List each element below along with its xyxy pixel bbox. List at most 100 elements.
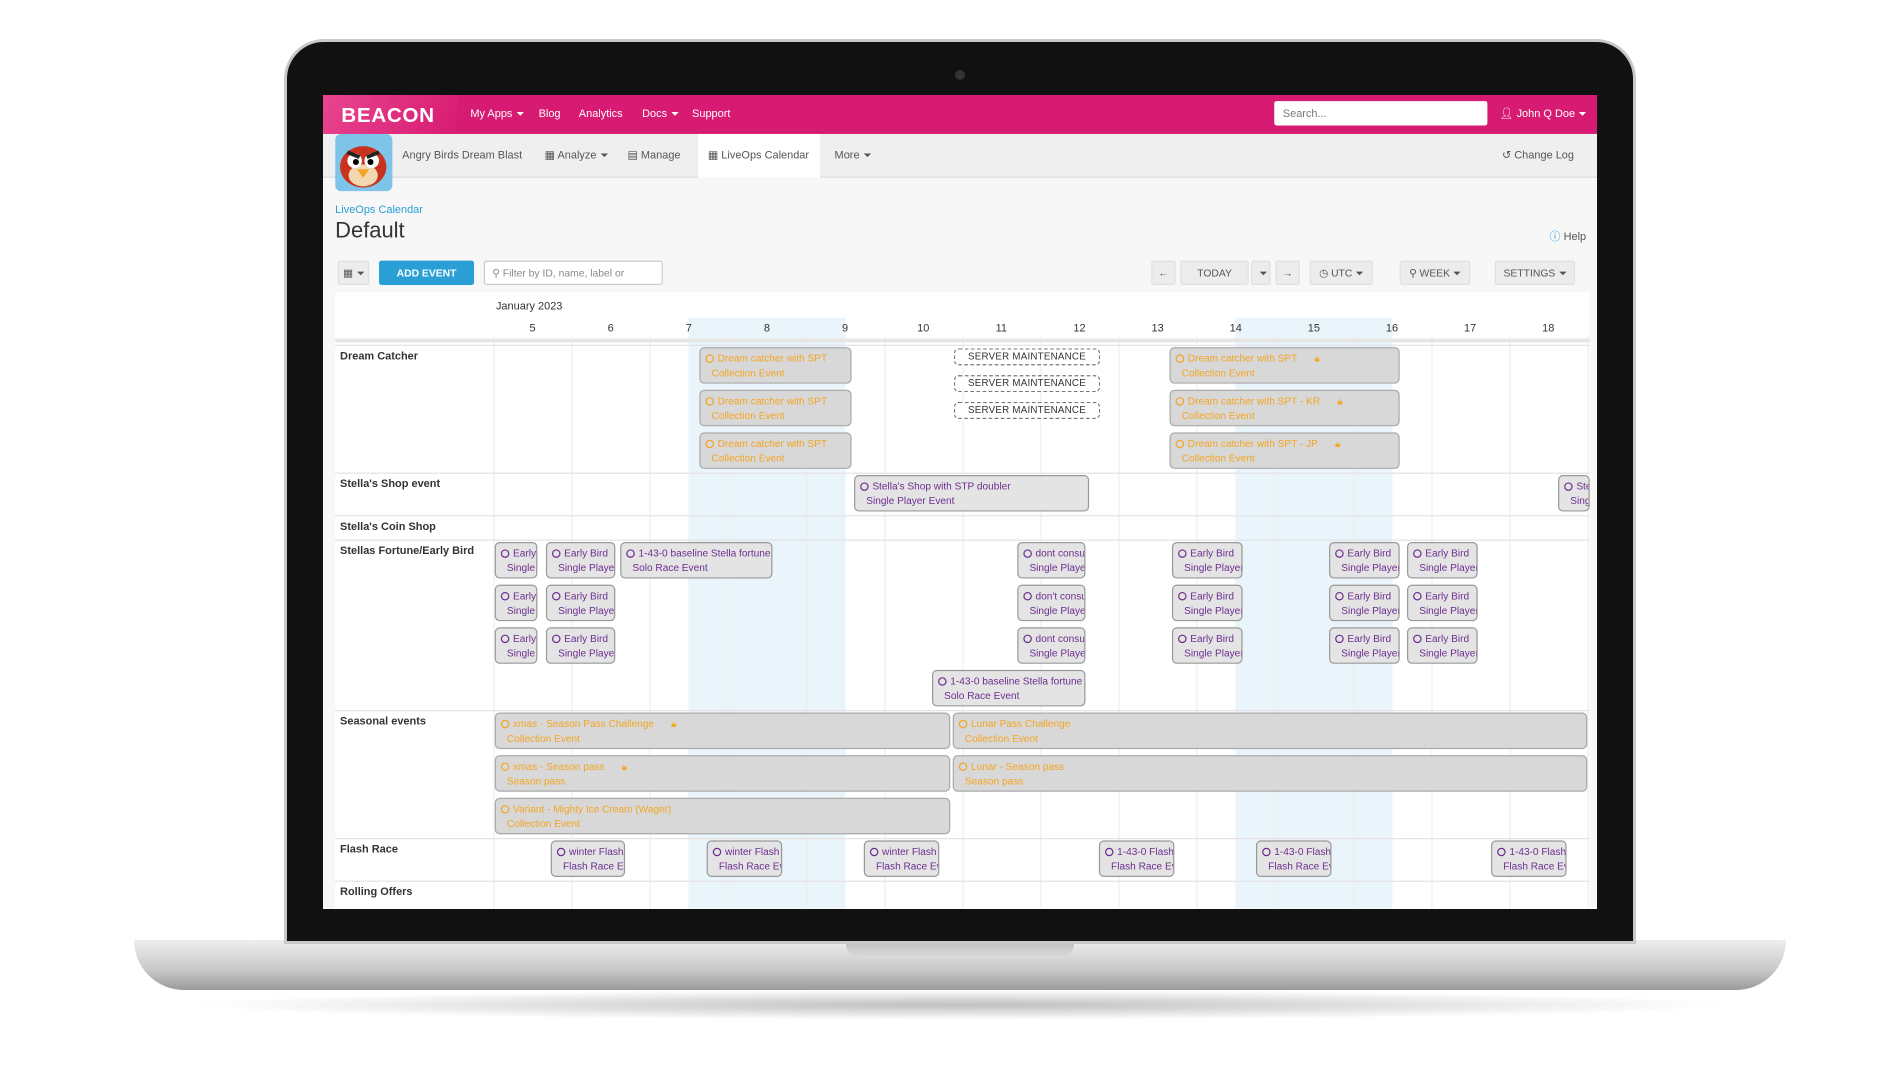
event[interactable]: dont consumeSingle Player Event bbox=[1017, 542, 1086, 579]
event-icon bbox=[1023, 634, 1032, 644]
event-icon bbox=[1262, 847, 1271, 857]
today-dropdown[interactable] bbox=[1251, 260, 1271, 286]
event[interactable]: Lunar - Season pass Season pass bbox=[952, 755, 1588, 792]
event[interactable]: Lunar Pass Challenge Collection Event bbox=[952, 712, 1588, 750]
event-subtitle: Collection Event bbox=[1181, 451, 1255, 465]
change-log-label: Change Log bbox=[1514, 148, 1575, 161]
event[interactable]: xmas - Season pass 🔒︎ Season pass bbox=[494, 755, 951, 792]
event-icon bbox=[1023, 591, 1032, 601]
event-title-line: Early Bird bbox=[1178, 631, 1241, 646]
event[interactable]: 1-43-0 Flash RaceFlash Race Event bbox=[1098, 840, 1175, 877]
event-subtitle: Solo Race Event bbox=[632, 561, 708, 574]
event-subtitle: Single Player Event bbox=[1419, 604, 1478, 617]
nav-link[interactable]: Docs bbox=[642, 107, 678, 119]
subnav-item-active[interactable]: ▦ LiveOps Calendar bbox=[698, 133, 820, 178]
logo[interactable]: BEACON bbox=[341, 103, 435, 127]
event[interactable]: Dream catcher with SPT Collection Event bbox=[699, 347, 852, 384]
event[interactable]: 1-43-0 Flash RaceFlash Race Event bbox=[1255, 840, 1332, 877]
settings-button[interactable]: SETTINGS bbox=[1494, 260, 1576, 286]
event[interactable]: winter Flash RaceFlash Race Event bbox=[706, 840, 783, 877]
event[interactable]: xmas - Season Pass Challenge 🔒︎ Collection… bbox=[494, 712, 951, 750]
event-icon bbox=[1413, 549, 1422, 558]
nav-link[interactable]: Support bbox=[692, 107, 731, 120]
row-label: Stellas Fortune/Early Bird bbox=[340, 544, 475, 557]
screen: BEACON My Apps Blog Analytics Docs Suppo… bbox=[323, 95, 1597, 909]
event[interactable]: dont consumeSingle Player Event bbox=[1017, 627, 1086, 664]
app-name[interactable]: Angry Birds Dream Blast bbox=[402, 148, 523, 161]
subnav-item[interactable]: ▤ Manage bbox=[627, 148, 681, 161]
event-title: Early Bird bbox=[1347, 546, 1392, 560]
lock-icon: 🔒︎ bbox=[1314, 351, 1320, 365]
event-subtitle: Collection Event bbox=[1181, 366, 1255, 379]
nav-link[interactable]: My Apps bbox=[470, 107, 523, 119]
day-label: 8 bbox=[763, 321, 771, 334]
event-title: Stella's Shop with STP doubler bbox=[1576, 479, 1588, 493]
next-button[interactable]: → bbox=[1275, 260, 1300, 286]
event[interactable]: Variant - Mighty Ice Cream (Wager) Collec… bbox=[494, 797, 951, 835]
subnav-item[interactable]: More bbox=[835, 149, 871, 161]
view-button[interactable]: ⚲ WEEK bbox=[1399, 260, 1471, 286]
maintenance-event[interactable]: SERVER MAINTENANCE bbox=[953, 375, 1101, 393]
event[interactable]: Dream catcher with SPT Collection Event bbox=[699, 389, 852, 427]
event[interactable]: winter Flash RaceFlash Race Event bbox=[863, 840, 940, 877]
event-subtitle: Flash Race Event bbox=[1503, 859, 1565, 873]
user-menu[interactable]: 👤︎ John Q Doe bbox=[1500, 107, 1586, 120]
search-box[interactable]: Search... bbox=[1274, 101, 1488, 126]
help[interactable]: ⓘ Help bbox=[1549, 230, 1587, 243]
event-icon bbox=[1413, 591, 1422, 601]
day-label: 16 bbox=[1385, 321, 1399, 334]
change-log[interactable]: ↺ Change Log bbox=[1502, 148, 1575, 161]
breadcrumb[interactable]: LiveOps Calendar bbox=[335, 203, 423, 216]
add-event-button[interactable]: ADD EVENT bbox=[379, 260, 475, 286]
event[interactable]: 1-43-0 Flash RaceFlash Race Event bbox=[1491, 840, 1567, 877]
date-picker[interactable]: ▦ bbox=[337, 260, 370, 286]
event-icon bbox=[1497, 847, 1506, 857]
event-subtitle: Single Player Event bbox=[506, 561, 536, 574]
subnav-label: Analyze bbox=[557, 148, 597, 161]
event[interactable]: Dream catcher with SPT - JP 🔒︎ Collection … bbox=[1169, 432, 1400, 469]
event-icon bbox=[500, 805, 510, 814]
event[interactable]: Dream catcher with SPT Collection Event bbox=[699, 432, 852, 469]
event-subtitle: Single Player Event bbox=[1029, 561, 1086, 574]
nav-link[interactable]: Blog bbox=[538, 107, 561, 120]
event[interactable]: Dream catcher with SPT 🔒︎ Collection Event bbox=[1169, 347, 1400, 384]
event[interactable]: 1-43-0 baseline Stella fortune Solo Race … bbox=[932, 669, 1086, 707]
subnav-label: LiveOps Calendar bbox=[721, 148, 810, 161]
event[interactable]: Dream catcher with SPT - KR 🔒︎ Collection … bbox=[1169, 389, 1400, 427]
event-icon bbox=[705, 354, 714, 363]
month-label: January 2023 bbox=[495, 299, 563, 312]
event-title: dont consume bbox=[1035, 632, 1085, 645]
timezone-button[interactable]: ◷ UTC bbox=[1309, 260, 1373, 286]
event-title-line: Dream catcher with SPT 🔒︎ bbox=[1175, 351, 1399, 366]
event[interactable]: winter Flash RaceFlash Race Event bbox=[550, 840, 626, 877]
subnav-item[interactable]: ▦ Analyze bbox=[545, 149, 608, 162]
prev-button[interactable]: ← bbox=[1151, 260, 1176, 286]
column-line bbox=[1118, 336, 1120, 909]
event-icon bbox=[500, 549, 510, 558]
event[interactable]: don't consume Single Player Event bbox=[1017, 584, 1086, 622]
event[interactable]: 1-43-0 baseline Stella fortune Solo Race … bbox=[620, 542, 773, 579]
nav-link[interactable]: Analytics bbox=[578, 107, 623, 120]
today-button[interactable]: TODAY bbox=[1180, 260, 1249, 286]
filter-input[interactable]: ⚲ Filter by ID, name, label or bbox=[483, 260, 663, 286]
event-subtitle: Single Player Event bbox=[1029, 646, 1086, 659]
maintenance-event[interactable]: SERVER MAINTENANCE bbox=[953, 401, 1101, 419]
maintenance-event[interactable]: SERVER MAINTENANCE bbox=[953, 348, 1101, 366]
